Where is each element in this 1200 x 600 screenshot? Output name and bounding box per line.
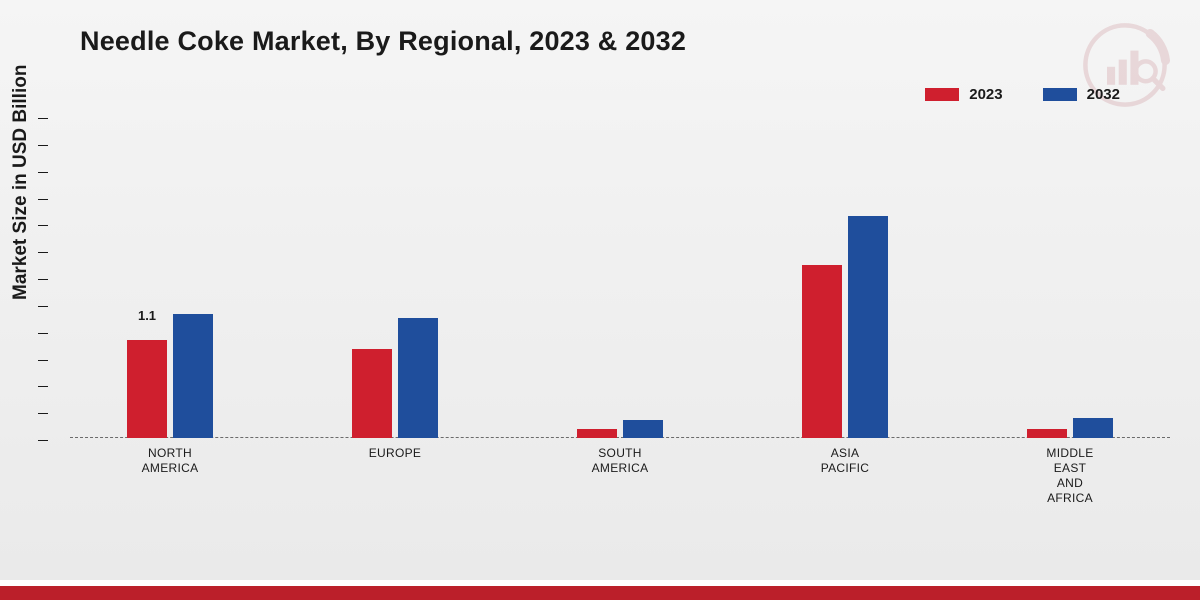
x-axis-category-label: MIDDLEEASTANDAFRICA: [1015, 446, 1125, 506]
bar-2023: [352, 349, 392, 438]
y-tick: [38, 252, 48, 253]
y-tick: [38, 225, 48, 226]
chart-background: Needle Coke Market, By Regional, 2023 & …: [0, 0, 1200, 580]
y-tick: [38, 118, 48, 119]
legend-swatch-2032: [1043, 88, 1077, 101]
y-tick: [38, 172, 48, 173]
x-axis-category-label: ASIAPACIFIC: [790, 446, 900, 476]
y-axis-ticks: [38, 118, 50, 440]
y-tick: [38, 199, 48, 200]
x-axis-category-label: SOUTHAMERICA: [565, 446, 675, 476]
bar-2032: [398, 318, 438, 438]
bar-2023: [127, 340, 167, 438]
legend-item-2032: 2032: [1043, 86, 1120, 103]
baseline: [70, 437, 1170, 438]
y-tick: [38, 360, 48, 361]
legend-label-2032: 2032: [1087, 86, 1120, 103]
bar-value-label: 1.1: [138, 308, 156, 323]
y-tick: [38, 333, 48, 334]
bar-2023: [577, 429, 617, 438]
x-axis-category-label: NORTHAMERICA: [115, 446, 225, 476]
plot-area: 1.1: [70, 118, 1170, 438]
legend: 2023 2032: [925, 86, 1120, 103]
legend-swatch-2023: [925, 88, 959, 101]
chart-title: Needle Coke Market, By Regional, 2023 & …: [80, 26, 686, 57]
bar-2023: [1027, 429, 1067, 438]
y-tick: [38, 279, 48, 280]
y-tick: [38, 306, 48, 307]
bottom-accent-bar: [0, 586, 1200, 600]
y-tick: [38, 145, 48, 146]
y-axis-label: Market Size in USD Billion: [10, 65, 32, 300]
y-tick: [38, 440, 48, 441]
bar-2032: [623, 420, 663, 438]
legend-label-2023: 2023: [969, 86, 1002, 103]
y-tick: [38, 386, 48, 387]
y-tick: [38, 413, 48, 414]
x-axis-category-label: EUROPE: [340, 446, 450, 461]
bar-2032: [1073, 418, 1113, 438]
bar-2023: [802, 265, 842, 438]
legend-item-2023: 2023: [925, 86, 1002, 103]
bar-2032: [173, 314, 213, 438]
bar-2032: [848, 216, 888, 438]
